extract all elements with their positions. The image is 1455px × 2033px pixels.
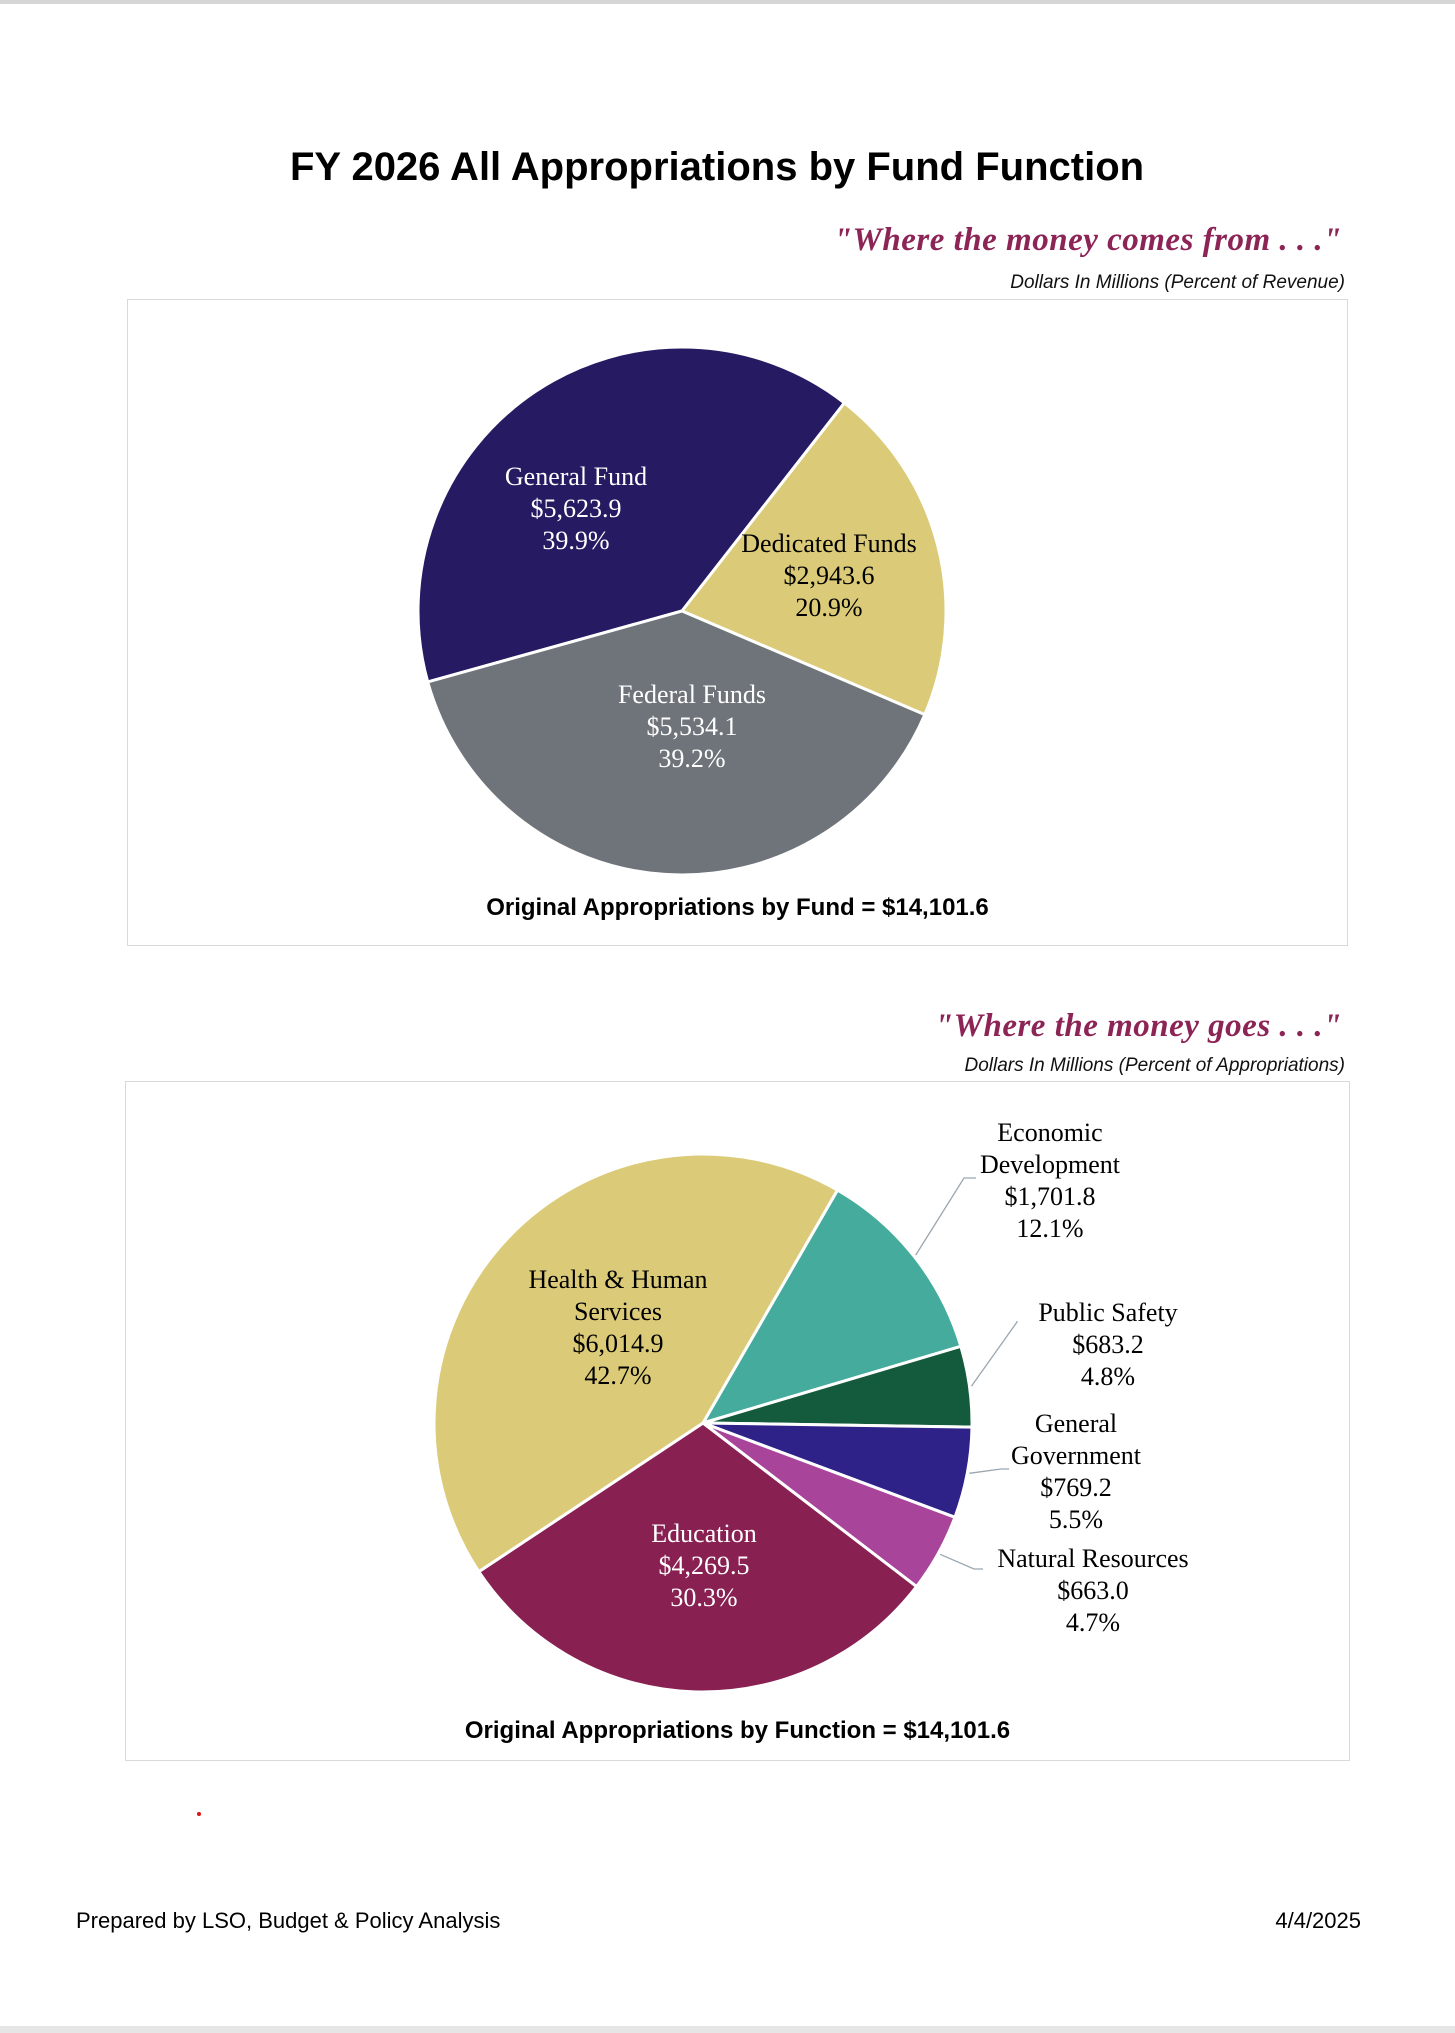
slice-label-general-fund: General Fund $5,623.9 39.9% (505, 462, 647, 555)
chart2-subtitle: "Where the money goes . . ." (934, 1008, 1342, 1044)
leader-line-economic-development (915, 1177, 976, 1256)
chart1-subtitle: "Where the money comes from . . ." (833, 222, 1342, 258)
leader-line-public-safety (970, 1321, 1019, 1387)
slice-label-public-safety: Public Safety $683.2 4.8% (1038, 1298, 1177, 1391)
slice-label-economic-development: Economic Development $1,701.8 12.1% (980, 1118, 1121, 1243)
top-border (0, 0, 1455, 4)
slice-label-natural-resources: Natural Resources $663.0 4.7% (997, 1544, 1188, 1637)
chart1-total-label: Original Appropriations by Fund = $14,10… (486, 894, 989, 921)
leader-line-natural-resources (939, 1553, 983, 1570)
fund-pie-chart: General Fund $5,623.9 39.9% Dedicated Funds… (416, 345, 948, 877)
function-chart-panel: Economic Development $1,701.8 12.1% Public S… (125, 1081, 1350, 1761)
leader-line-general-government (969, 1468, 1009, 1474)
footer-prepared-by: Prepared by LSO, Budget & Policy Analysi… (76, 1908, 501, 1933)
slice-label-dedicated-funds: Dedicated Funds $2,943.6 20.9% (741, 529, 916, 622)
slice-label-health-and-human-services: Health & Human Services $6,014.9 42.7% (528, 1265, 707, 1390)
slice-label-federal-funds: Federal Funds $5,534.1 39.2% (618, 680, 766, 773)
pie-slice-federal-funds (425, 609, 927, 877)
slice-label-general-government: General Government $769.2 5.5% (1011, 1409, 1142, 1534)
chart1-note: Dollars In Millions (Percent of Revenue) (1010, 272, 1345, 293)
bottom-border (0, 2026, 1455, 2033)
function-pie-chart: Economic Development $1,701.8 12.1% Public S… (432, 1118, 1189, 1694)
chart2-total-label: Original Appropriations by Function = $1… (464, 1717, 1011, 1744)
footer-date: 4/4/2025 (1275, 1908, 1361, 1933)
page-title: FY 2026 All Appropriations by Fund Funct… (289, 145, 1145, 189)
fund-chart-panel: General Fund $5,623.9 39.9% Dedicated Funds… (127, 299, 1348, 946)
pie-slice-health-and-human-services (432, 1152, 840, 1574)
chart2-note: Dollars In Millions (Percent of Appropri… (964, 1055, 1345, 1076)
pie-slice-dedicated-funds (679, 400, 948, 717)
pie-slice-general-fund (416, 345, 847, 684)
slice-label-education: Education $4,269.5 30.3% (651, 1519, 756, 1612)
red-dot-mark (197, 1812, 201, 1816)
pie-slice-education (476, 1421, 919, 1694)
